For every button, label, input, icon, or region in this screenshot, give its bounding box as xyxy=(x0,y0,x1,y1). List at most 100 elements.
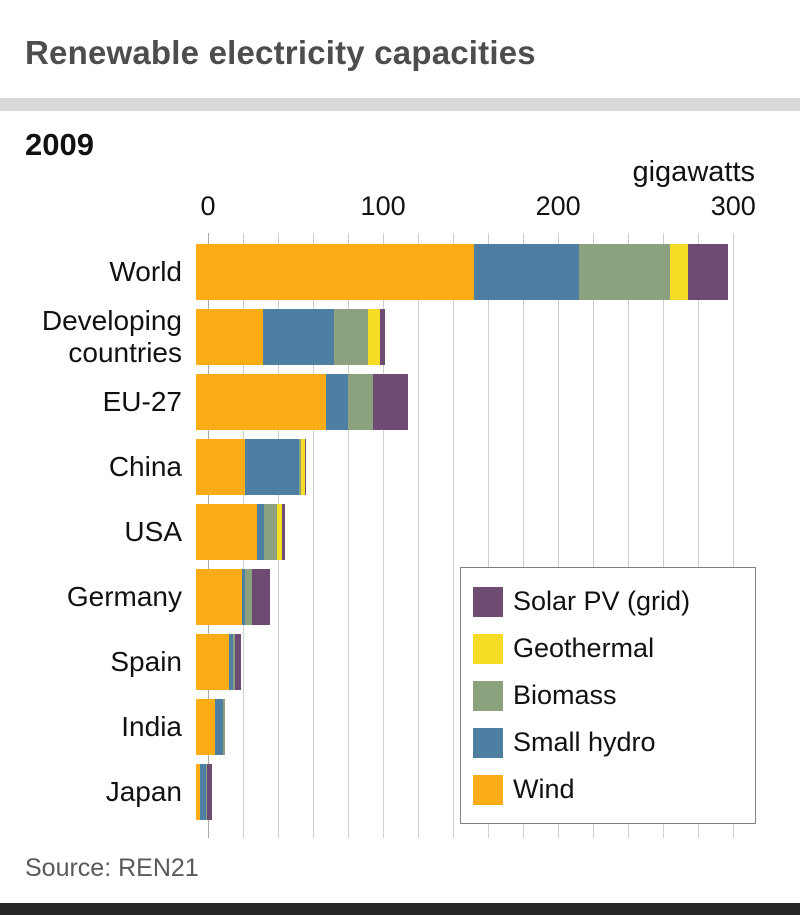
bottom-bar xyxy=(0,903,800,915)
gridline xyxy=(733,233,735,838)
bar-segment-solar-pv-grid xyxy=(252,568,270,625)
chart-title: Renewable electricity capacities xyxy=(25,34,536,71)
bar-track xyxy=(196,698,744,755)
source-label: Source: REN21 xyxy=(25,854,199,882)
bar-segment-geothermal xyxy=(206,763,208,820)
legend-swatch-small-hydro xyxy=(473,727,503,758)
gridline xyxy=(593,233,595,838)
bar-row-japan: Japan xyxy=(0,759,800,824)
unit-label: gigawatts xyxy=(632,156,755,188)
legend-label: Wind xyxy=(513,774,575,804)
bar-segment-solar-pv-grid xyxy=(379,308,386,365)
chart-meta-row: 2009 gigawatts xyxy=(0,127,800,189)
category-label: Spain xyxy=(110,645,182,677)
bar-segment-biomass xyxy=(579,243,671,300)
header: Renewable electricity capacities xyxy=(0,0,800,98)
bar-segment-biomass xyxy=(205,763,207,820)
bar-segment-biomass xyxy=(223,698,225,755)
bar-segment-small-hydro xyxy=(325,373,349,430)
bar-segment-small-hydro xyxy=(262,308,335,365)
bar-track xyxy=(196,308,744,365)
bar-segment-geothermal xyxy=(367,308,380,365)
x-axis: 0 100 200 300 xyxy=(200,189,756,231)
bar-track xyxy=(196,243,744,300)
x-tick-label: 100 xyxy=(360,191,406,221)
legend-swatch-solar-pv-grid xyxy=(473,586,503,617)
year-label: 2009 xyxy=(25,127,94,162)
bar-segment-small-hydro xyxy=(474,243,580,300)
divider-band xyxy=(0,98,800,111)
legend-entry-wind: Wind xyxy=(473,766,743,813)
category-label: USA xyxy=(124,515,182,547)
bar-segment-wind xyxy=(196,373,326,430)
bar-rows: World Developing countries EU-27 China USA Ge… xyxy=(0,233,800,838)
legend-entry-solar-pv-grid: Solar PV (grid) xyxy=(473,578,743,625)
bar-segment-wind xyxy=(196,568,242,625)
bar-row-spain: Spain xyxy=(0,629,800,694)
bar-segment-small-hydro xyxy=(245,438,300,495)
gridline xyxy=(348,233,350,838)
gridline xyxy=(453,233,455,838)
bar-segment-solar-pv-grid xyxy=(281,503,286,560)
legend-swatch-biomass xyxy=(473,680,503,711)
bar-segment-solar-pv-grid xyxy=(687,243,729,300)
bar-segment-geothermal xyxy=(670,243,688,300)
bar-row-world: World xyxy=(0,239,800,304)
bar-track xyxy=(196,568,744,625)
bar-segment-biomass xyxy=(264,503,277,560)
bar-segment-solar-pv-grid xyxy=(372,373,408,430)
legend-swatch-wind xyxy=(473,774,503,805)
category-label: Japan xyxy=(105,775,182,807)
bar-segment-wind xyxy=(196,698,216,755)
x-tick-label: 0 xyxy=(200,191,216,221)
bar-segment-wind xyxy=(196,438,246,495)
chart-section: 2009 gigawatts 0 100 200 300 World Developin… xyxy=(0,111,800,838)
x-tick-label: 200 xyxy=(535,191,581,221)
category-label: Developing countries xyxy=(41,305,182,368)
bar-track xyxy=(196,503,744,560)
bar-segment-geothermal xyxy=(276,503,282,560)
bar-track xyxy=(196,438,744,495)
bar-segment-biomass xyxy=(232,633,235,690)
legend-label: Geothermal xyxy=(513,633,655,663)
bar-segment-biomass xyxy=(245,568,253,625)
bar-segment-small-hydro xyxy=(199,763,206,820)
bar-row-usa: USA xyxy=(0,499,800,564)
footer: Source: REN21 xyxy=(0,838,800,883)
category-label: Germany xyxy=(66,580,182,612)
bar-track xyxy=(196,373,744,430)
gridline xyxy=(698,233,700,838)
bar-row-india: India xyxy=(0,694,800,759)
bar-segment-solar-pv-grid xyxy=(304,438,307,495)
bar-segment-small-hydro xyxy=(241,568,246,625)
bar-segment-wind xyxy=(196,633,230,690)
bar-segment-small-hydro xyxy=(229,633,233,690)
bar-segment-wind xyxy=(196,503,258,560)
bar-row-china: China xyxy=(0,434,800,499)
bar-segment-biomass xyxy=(299,438,302,495)
gridline xyxy=(628,233,630,838)
bar-segment-small-hydro xyxy=(257,503,265,560)
bar-segment-wind xyxy=(196,763,200,820)
gridline xyxy=(418,233,420,838)
category-label: China xyxy=(108,450,182,482)
legend-entry-biomass: Biomass xyxy=(473,672,743,719)
x-tick-label: 300 xyxy=(710,191,756,221)
gridline xyxy=(558,233,560,838)
legend-label: Biomass xyxy=(513,680,617,710)
bar-segment-solar-pv-grid xyxy=(207,763,212,820)
bar-segment-wind xyxy=(196,308,263,365)
plot-area: World Developing countries EU-27 China USA Ge… xyxy=(0,233,800,838)
bar-track xyxy=(196,763,744,820)
legend-swatch-geothermal xyxy=(473,633,503,664)
gridline xyxy=(488,233,490,838)
legend-entry-geothermal: Geothermal xyxy=(473,625,743,672)
bar-row-germany: Germany xyxy=(0,564,800,629)
gridline xyxy=(523,233,525,838)
bar-track xyxy=(196,633,744,690)
gridline xyxy=(663,233,665,838)
bar-row-developing-countries: Developing countries xyxy=(0,304,800,369)
category-label: India xyxy=(121,710,182,742)
category-label: EU-27 xyxy=(102,385,182,417)
